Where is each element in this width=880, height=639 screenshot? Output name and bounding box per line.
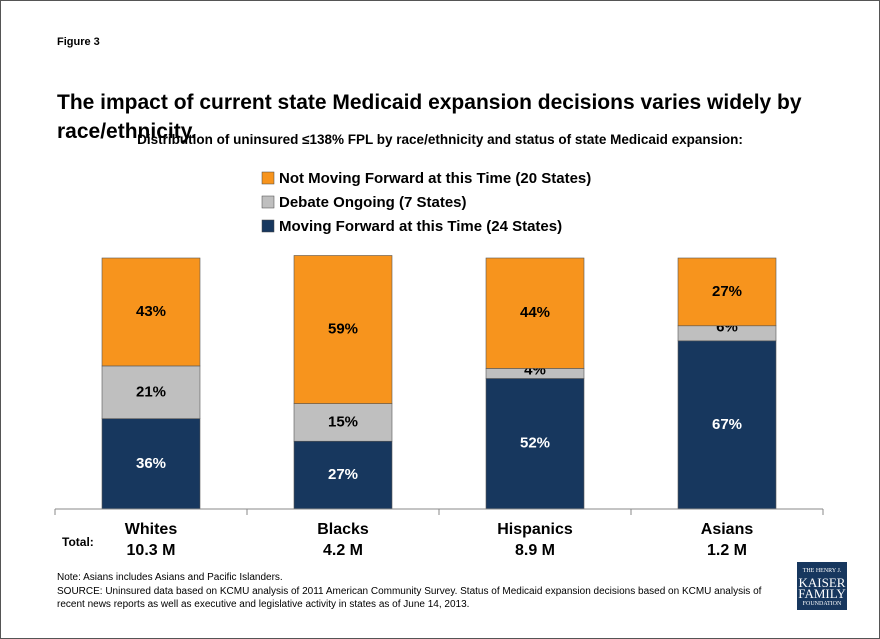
value-label: 67% (712, 416, 742, 433)
legend-swatch (261, 219, 275, 233)
bar-segment (101, 257, 201, 367)
legend-swatch (261, 171, 275, 185)
x-tick-label: Whites (125, 521, 178, 538)
x-tick-label: Hispanics (497, 521, 573, 538)
value-label: 27% (328, 466, 358, 483)
bar-segment (293, 440, 393, 510)
value-label: 15% (328, 413, 358, 430)
bar-segment (293, 403, 393, 442)
category-total: 10.3 M (127, 542, 176, 559)
source: SOURCE: Uninsured data based on KCMU ana… (57, 586, 762, 610)
bar-segment (293, 255, 393, 404)
value-label: 52% (520, 435, 550, 452)
legend-swatch (261, 195, 275, 209)
bar-segment (101, 418, 201, 510)
legend-label: Debate Ongoing (7 States) (279, 194, 467, 211)
chart-title: The impact of current state Medicaid exp… (57, 91, 802, 143)
category-total: 1.2 M (707, 542, 747, 559)
category-total: 4.2 M (323, 542, 363, 559)
figure-label: Figure 3 (57, 36, 100, 48)
logo-text: THE HENRY J. (802, 568, 842, 574)
bar-segment (101, 365, 201, 419)
category-total: 8.9 M (515, 542, 555, 559)
value-label: 59% (328, 321, 358, 338)
x-tick-label: Asians (701, 521, 754, 538)
totals-label: Total: (62, 535, 94, 549)
legend-label: Moving Forward at this Time (24 States) (279, 218, 562, 235)
logo-text: KAISER (798, 575, 846, 590)
chart-subtitle: Distribution of uninsured ≤138% FPL by r… (137, 132, 743, 147)
note: Note: Asians includes Asians and Pacific… (57, 572, 283, 583)
logo-text: FAMILY (798, 586, 846, 601)
value-label: 36% (136, 455, 166, 472)
bar-segment (677, 340, 777, 510)
value-label: 21% (136, 383, 166, 400)
bar-segment (677, 257, 777, 327)
x-tick-label: Blacks (317, 521, 369, 538)
logo: THE HENRY J. KAISER FAMILY FOUNDATION (797, 562, 847, 610)
logo-text: FOUNDATION (802, 601, 842, 607)
value-label: 44% (520, 304, 550, 321)
value-label: 43% (136, 303, 166, 320)
legend-label: Not Moving Forward at this Time (20 Stat… (279, 170, 591, 187)
bar-segment (485, 257, 585, 369)
value-label: 27% (712, 283, 742, 300)
